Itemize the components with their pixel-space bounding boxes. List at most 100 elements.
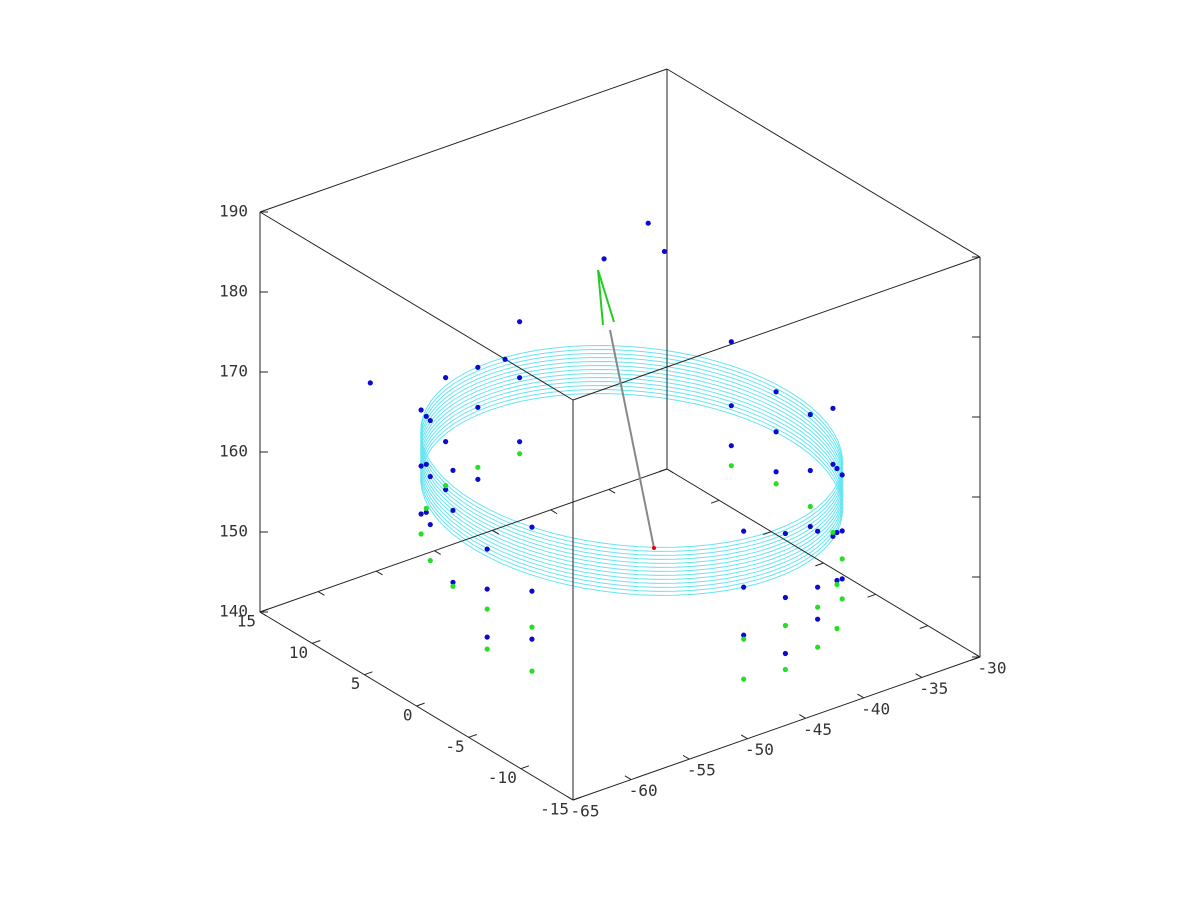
cylinder-ring xyxy=(420,344,843,548)
point xyxy=(517,319,523,325)
x-tick xyxy=(799,714,806,719)
point xyxy=(782,530,788,537)
point xyxy=(529,588,535,594)
point xyxy=(815,604,821,610)
y-tick-label: 0 xyxy=(403,706,413,725)
point xyxy=(423,509,429,515)
x-tick-label: -35 xyxy=(919,679,948,698)
point xyxy=(529,636,535,642)
y-tick xyxy=(919,625,928,629)
point xyxy=(418,531,424,537)
y-tick xyxy=(867,593,876,598)
point xyxy=(418,511,424,517)
point xyxy=(423,413,429,419)
vector-tip xyxy=(597,269,615,323)
x-tick-label: -55 xyxy=(687,761,716,780)
point xyxy=(830,529,836,535)
y-tick xyxy=(815,562,824,567)
x-tick xyxy=(566,795,574,801)
point xyxy=(443,439,449,445)
point xyxy=(741,676,747,682)
point xyxy=(741,528,747,534)
x-tick xyxy=(915,673,923,678)
x-tick xyxy=(492,529,500,535)
point xyxy=(484,606,490,612)
point xyxy=(741,632,747,638)
point xyxy=(834,529,840,536)
point xyxy=(517,451,523,457)
y-tick xyxy=(572,796,582,801)
point xyxy=(529,524,535,530)
point xyxy=(529,668,535,674)
cylinder-ring xyxy=(420,372,843,576)
x-tick xyxy=(376,570,383,576)
y-tick-label: 15 xyxy=(237,612,256,631)
point xyxy=(475,464,481,470)
cylinder-ring xyxy=(420,392,843,596)
y-tick-label: -10 xyxy=(488,768,517,787)
cylinder-ring xyxy=(420,368,843,572)
point xyxy=(484,646,490,652)
cylinder xyxy=(420,344,843,596)
point xyxy=(427,473,433,480)
point xyxy=(484,634,490,640)
point xyxy=(443,483,449,489)
point xyxy=(741,584,747,590)
point xyxy=(475,404,481,410)
axis-box-edge xyxy=(666,68,981,258)
y-tick xyxy=(416,702,425,707)
x-tick xyxy=(434,550,441,555)
point xyxy=(475,476,481,482)
x-tick xyxy=(259,611,267,617)
cylinder-ring xyxy=(420,356,843,560)
point xyxy=(815,584,821,590)
cylinder-ring xyxy=(420,380,843,584)
point xyxy=(728,403,734,409)
point xyxy=(839,576,845,582)
x-tick-label: -45 xyxy=(803,720,832,739)
point xyxy=(484,586,490,592)
point xyxy=(834,465,840,472)
x-tick xyxy=(666,468,674,474)
point xyxy=(443,487,449,493)
point xyxy=(645,220,651,226)
cylinder-ring xyxy=(420,384,843,588)
point xyxy=(728,339,734,345)
x-tick-label: -40 xyxy=(861,699,890,718)
point xyxy=(529,624,535,630)
x-tick-label: -50 xyxy=(745,740,774,759)
z-tick-label: 150 xyxy=(219,522,248,541)
point xyxy=(815,528,821,534)
x-tick xyxy=(682,754,690,760)
z-tick-label: 180 xyxy=(219,282,248,301)
point xyxy=(601,256,607,262)
axis-box-edge xyxy=(572,656,981,801)
cylinder-ring xyxy=(420,376,843,580)
x-tick xyxy=(608,488,616,494)
x-tick xyxy=(973,652,981,658)
point xyxy=(517,375,523,381)
point xyxy=(728,443,734,449)
x-tick xyxy=(624,775,632,781)
point xyxy=(427,417,433,424)
point xyxy=(807,411,813,418)
y-tick-label: -15 xyxy=(540,800,569,819)
point xyxy=(450,579,456,585)
y-tick xyxy=(763,531,772,535)
point xyxy=(427,557,433,564)
point xyxy=(450,583,456,589)
point xyxy=(782,650,788,657)
vector-tip xyxy=(597,269,604,326)
x-tick-label: -65 xyxy=(571,802,600,821)
z-tick-label: 170 xyxy=(219,362,248,381)
x-tick-label: -60 xyxy=(629,781,658,800)
axis-box-edge xyxy=(259,211,574,401)
point xyxy=(834,581,840,588)
x-tick xyxy=(740,734,748,740)
point xyxy=(830,461,836,467)
point xyxy=(807,503,813,510)
vector-origin xyxy=(652,546,656,550)
point xyxy=(773,469,779,475)
point xyxy=(484,546,490,552)
